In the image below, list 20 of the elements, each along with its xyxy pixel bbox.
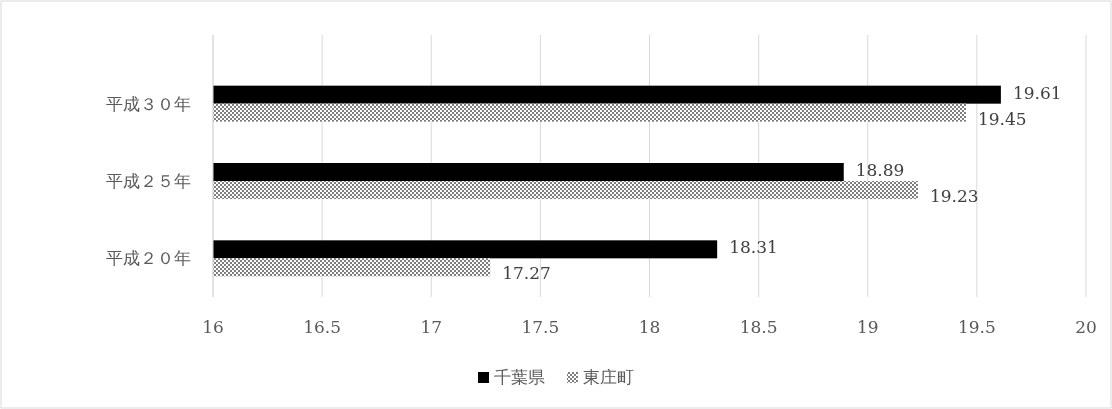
y-tick-label: 平成２０年 <box>106 248 191 269</box>
x-tick-label: 17.5 <box>521 317 560 337</box>
data-label: 19.23 <box>929 186 979 206</box>
data-label: 19.61 <box>1012 82 1062 103</box>
data-label: 18.89 <box>855 160 905 180</box>
x-tick-label: 18 <box>638 317 661 337</box>
x-tick-label: 19 <box>856 317 879 337</box>
data-label: 19.45 <box>977 108 1027 129</box>
data-label: 17.27 <box>502 263 551 284</box>
x-tick-label: 16 <box>202 317 224 337</box>
y-tick-label: 平成２５年 <box>106 171 191 191</box>
legend-label: 千葉県 <box>494 367 545 387</box>
x-tick-label: 18.5 <box>739 317 778 337</box>
x-tick-label: 16.5 <box>303 317 342 337</box>
x-tick-label: 19.5 <box>957 317 996 337</box>
x-tick-label: 20 <box>1075 317 1097 337</box>
y-tick-label: 平成３０年 <box>106 93 191 114</box>
x-tick-label: 17 <box>420 317 443 337</box>
legend-label: 東庄町 <box>583 367 634 387</box>
data-label: 18.31 <box>729 237 778 258</box>
